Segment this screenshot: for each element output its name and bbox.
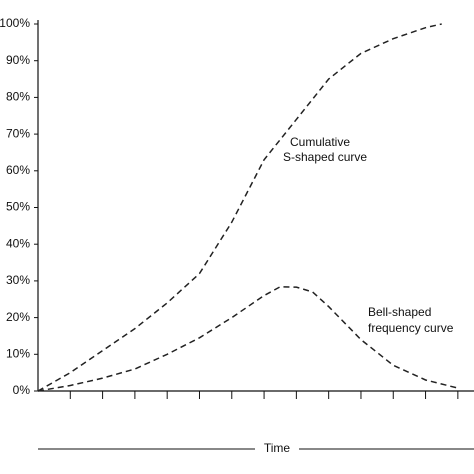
y-tick-label: 0%	[13, 383, 31, 397]
annotation: Cumulative	[290, 135, 350, 149]
y-tick-label: 30%	[6, 273, 30, 287]
curve	[37, 286, 459, 392]
y-tick-label: 20%	[6, 310, 30, 324]
annotation: Bell-shaped	[368, 305, 431, 319]
x-axis-label: Time	[264, 441, 291, 455]
y-tick-label: 40%	[6, 236, 30, 250]
y-tick-label: 90%	[6, 53, 30, 67]
y-tick-label: 50%	[6, 200, 30, 214]
annotation: S-shaped curve	[283, 150, 367, 164]
annotation: frequency curve	[368, 321, 454, 335]
y-tick-label: 60%	[6, 163, 30, 177]
y-tick-label: 70%	[6, 126, 30, 140]
curve	[37, 23, 442, 392]
y-tick-label: 10%	[6, 346, 30, 360]
y-tick-label: 80%	[6, 90, 30, 104]
y-tick-label: 100%	[0, 16, 30, 30]
